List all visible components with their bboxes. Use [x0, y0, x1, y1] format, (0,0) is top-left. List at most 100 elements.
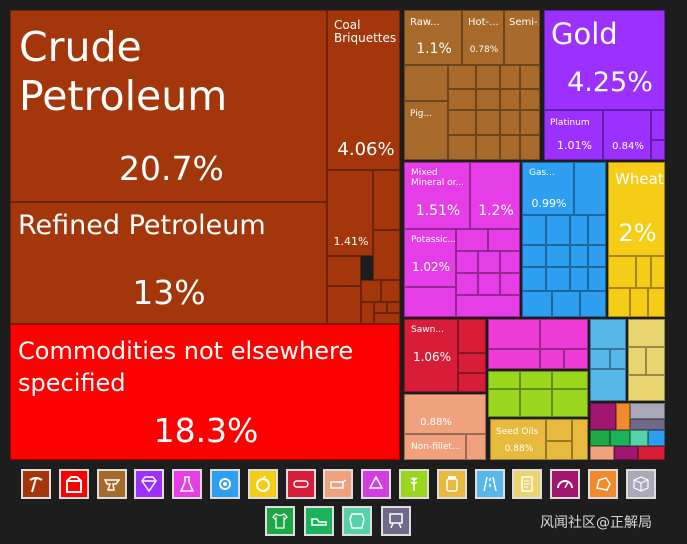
tile-precious-small[interactable]	[651, 110, 665, 140]
tile-metals-small[interactable]	[520, 89, 540, 110]
tile-metals-raw[interactable]: Raw... 1.1%	[404, 10, 462, 65]
tile-machine-small[interactable]	[570, 245, 588, 267]
tile-non-fillet[interactable]: Non-fillet...	[404, 434, 466, 460]
tile-metals-small[interactable]	[476, 110, 500, 135]
tile-paper[interactable]	[628, 319, 665, 347]
tile-metals-small[interactable]	[476, 65, 500, 89]
tile-gold[interactable]: Gold 4.25%	[544, 10, 665, 110]
tile-chemical-small[interactable]	[478, 251, 500, 273]
legend-gear-button[interactable]	[210, 469, 240, 499]
tile-machine-small[interactable]	[522, 245, 546, 267]
tile-transport[interactable]	[590, 349, 610, 369]
legend-hide-button[interactable]	[342, 506, 372, 536]
legend-fruit-button[interactable]	[247, 469, 278, 499]
tile-mineral-small[interactable]	[381, 280, 400, 302]
tile-chemical-small[interactable]	[478, 273, 500, 295]
tile-machine-small[interactable]	[546, 215, 570, 245]
tile-transport[interactable]	[610, 349, 626, 369]
tile-crude-petroleum[interactable]: Crude Petroleum 20.7%	[10, 10, 327, 202]
tile-mineral-small[interactable]	[374, 302, 387, 313]
tile-mineral-small[interactable]	[373, 230, 400, 280]
tile-transport[interactable]	[590, 319, 626, 349]
tile-misc-pink[interactable]	[488, 319, 540, 349]
tile-mineral-small[interactable]	[387, 302, 400, 313]
tile-seed-oils[interactable]: Seed Oils 0.88%	[490, 419, 546, 460]
tile-machine-small[interactable]	[588, 215, 606, 245]
tile-machine-small[interactable]	[546, 245, 570, 267]
tile-textile[interactable]	[590, 446, 614, 460]
tile-refined-petroleum[interactable]: Refined Petroleum 13%	[10, 202, 327, 324]
tile-misc-pink[interactable]	[488, 349, 540, 369]
tile-metals-small[interactable]	[520, 110, 540, 135]
tile-vegetable-small[interactable]	[608, 288, 630, 317]
tile-metals-small[interactable]	[500, 110, 520, 135]
tile-paper[interactable]	[646, 347, 665, 375]
tile-textile[interactable]	[638, 446, 665, 460]
legend-shirt-button[interactable]	[265, 506, 295, 536]
tile-metals-hot[interactable]: Hot-... 0.78%	[462, 10, 504, 65]
tile-metals-small[interactable]	[520, 135, 540, 160]
tile-chemical-small[interactable]	[456, 251, 478, 273]
tile-metals-small[interactable]	[500, 65, 520, 89]
legend-box-button[interactable]	[58, 469, 89, 499]
tile-mineral-small[interactable]	[374, 313, 400, 324]
tile-wood-small[interactable]	[458, 353, 486, 373]
tile-metals-small[interactable]	[448, 135, 476, 160]
tile-textile[interactable]	[648, 430, 665, 446]
tile-vegetable-small[interactable]	[636, 256, 651, 288]
tile-stone[interactable]	[616, 403, 630, 430]
tile-lime[interactable]	[552, 389, 588, 417]
tile-transport[interactable]	[590, 369, 626, 401]
tile-textile[interactable]	[630, 430, 648, 446]
tile-metals-small[interactable]	[500, 89, 520, 110]
tile-textile[interactable]	[590, 430, 610, 446]
legend-wheat-button[interactable]	[399, 469, 429, 499]
tile-sawn[interactable]: Sawn... 1.06%	[404, 319, 458, 392]
tile-chemical-small[interactable]	[500, 251, 520, 273]
tile-mineral-small[interactable]	[361, 280, 381, 302]
legend-gauge-button[interactable]	[550, 469, 581, 499]
tile-machine-small[interactable]	[574, 162, 606, 215]
legend-jar-button[interactable]	[436, 469, 467, 499]
tile-mineral-small[interactable]	[327, 286, 361, 324]
tile-textile[interactable]	[614, 446, 638, 460]
tile-animal[interactable]: 0.88%	[404, 394, 486, 434]
tile-machine-small[interactable]	[580, 291, 606, 317]
tile-metals-small[interactable]	[448, 65, 476, 89]
tile-mineral-small[interactable]: 1.41%	[327, 170, 373, 256]
legend-easel-button[interactable]	[380, 506, 411, 536]
tile-machine-small[interactable]	[588, 245, 606, 267]
legend-anvil-button[interactable]	[96, 469, 127, 499]
tile-machine-small[interactable]	[588, 267, 606, 291]
tile-lime[interactable]	[520, 389, 552, 417]
tile-machine-small[interactable]	[552, 291, 580, 317]
tile-oil-small[interactable]	[546, 419, 572, 441]
tile-wood-small[interactable]	[458, 373, 486, 392]
tile-machine-small[interactable]	[522, 215, 546, 245]
tile-metals-pig[interactable]: Pig...	[404, 101, 448, 160]
tile-mineral-small[interactable]	[373, 170, 400, 230]
tile-chemical-small[interactable]	[456, 295, 520, 317]
tile-paper[interactable]	[628, 347, 646, 375]
legend-flask-button[interactable]	[172, 469, 203, 499]
tile-misc-pink[interactable]	[540, 349, 564, 369]
tile-metals-small[interactable]	[404, 65, 448, 101]
tile-metals-semi[interactable]: Semi-...	[504, 10, 540, 65]
tile-potassic[interactable]: Potassic... 1.02%	[404, 229, 456, 287]
tile-chemical-small[interactable]	[488, 229, 520, 251]
tile-mineral-small[interactable]	[327, 256, 361, 286]
tile-machine-small[interactable]	[522, 291, 552, 317]
tile-gas[interactable]: Gas... 0.99%	[522, 162, 574, 215]
legend-package-button[interactable]	[625, 469, 656, 499]
tile-metals-small[interactable]	[448, 89, 476, 110]
tile-metals-small[interactable]	[448, 110, 476, 135]
tile-lime[interactable]	[488, 371, 520, 389]
legend-recycle-button[interactable]	[361, 469, 392, 499]
tile-mineral-small[interactable]	[361, 302, 374, 324]
tile-metals-small[interactable]	[500, 135, 520, 160]
tile-vegetable-small[interactable]	[651, 256, 665, 288]
tile-chemical-small[interactable]	[456, 229, 488, 251]
tile-oil-small[interactable]	[572, 419, 588, 460]
tile-chemical-small[interactable]	[500, 273, 520, 295]
legend-stone-button[interactable]	[588, 469, 618, 499]
